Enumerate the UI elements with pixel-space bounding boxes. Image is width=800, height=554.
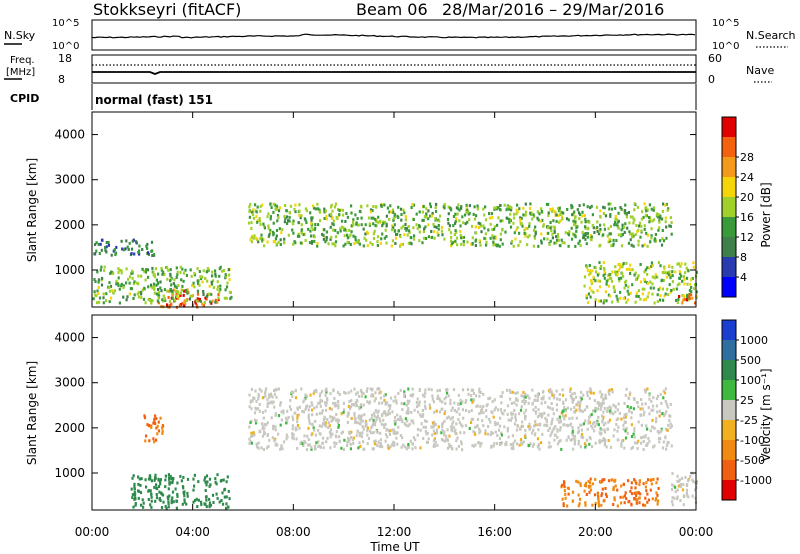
colorbar-swatch <box>722 117 736 137</box>
colorbar-swatch <box>722 237 736 257</box>
velocity-colorbar: 1000 500 100 25 -25 -100 -500 -1000 <box>721 319 772 501</box>
velocity-panel: 1000 2000 3000 4000 Slant Range [km] 1000 50… <box>25 314 773 511</box>
velocity-ylabel: Slant Range [km] <box>25 361 39 465</box>
colorbar-swatch <box>722 400 736 420</box>
power-region-3 <box>92 265 233 305</box>
nave-tick-bottom: 0 <box>708 73 715 86</box>
ytick-label: 1000 <box>54 263 85 277</box>
velocity-yticks: 1000 2000 3000 4000 <box>54 331 696 480</box>
colorbar-tick-label: 25 <box>740 394 754 407</box>
power-region-5 <box>678 293 697 305</box>
power-region-0 <box>248 202 673 248</box>
colorbar-tick-label: 24 <box>740 171 754 184</box>
velocity-region-4 <box>670 471 698 507</box>
colorbar-tick-label: 20 <box>740 191 754 204</box>
ytick-label: 4000 <box>54 331 85 345</box>
colorbar-swatch <box>722 157 736 177</box>
ytick-label: 2000 <box>54 218 85 232</box>
velocity-region-3 <box>560 477 660 508</box>
power-region-1 <box>93 238 156 257</box>
colorbar-swatch <box>722 177 736 197</box>
velocity-region-2 <box>143 414 165 444</box>
freq-panel: Freq. [MHz] 18 8 60 0 Nave <box>4 52 774 86</box>
noise-tick-bottom-left: 10^0 <box>52 41 79 52</box>
cpid-label: CPID <box>10 92 39 105</box>
x-axis-label: Time UT <box>369 540 420 554</box>
colorbar-tick-label: -500 <box>740 454 765 467</box>
freq-label-2: [MHz] <box>6 67 35 78</box>
colorbar-tick-label: 8 <box>740 251 747 264</box>
velocity-colorbar-label: Velocity [m s⁻¹] <box>759 368 773 461</box>
xtick-label: 04:00 <box>175 525 210 539</box>
ytick-label: 2000 <box>54 421 85 435</box>
colorbar-tick-label: -100 <box>740 434 765 447</box>
colorbar-tick-label: 28 <box>740 151 754 164</box>
velocity-region-0 <box>248 387 673 452</box>
colorbar-swatch <box>722 420 736 440</box>
colorbar-tick-label: 4 <box>740 271 747 284</box>
station-title: Stokkseyri (fitACF) <box>93 0 241 19</box>
power-ylabel: Slant Range [km] <box>25 158 39 262</box>
colorbar-swatch <box>722 360 736 380</box>
colorbar-tick-label: -25 <box>740 414 758 427</box>
xtick-label: 00:00 <box>75 525 110 539</box>
colorbar-swatch <box>722 480 736 500</box>
power-region-4 <box>583 261 698 305</box>
noise-tick-top-right: 10^5 <box>712 18 739 29</box>
colorbar-tick-label: 500 <box>740 354 761 367</box>
noise-left-label: N.Sky <box>4 29 36 42</box>
colorbar-swatch <box>722 197 736 217</box>
beam-label: Beam 06 <box>356 0 428 19</box>
power-data <box>92 202 698 309</box>
xtick-label: 00:00 <box>679 525 714 539</box>
velocity-region-1 <box>130 473 231 510</box>
date-range: 28/Mar/2016 – 29/Mar/2016 <box>442 0 664 19</box>
power-colorbar: 4 8 12 16 20 24 28 <box>721 116 754 298</box>
colorbar-swatch <box>722 440 736 460</box>
colorbar-swatch <box>722 460 736 480</box>
colorbar-swatch <box>722 257 736 277</box>
colorbar-tick-label: 1000 <box>740 334 768 347</box>
xtick-label: 12:00 <box>377 525 412 539</box>
freq-label-1: Freq. <box>10 55 35 66</box>
ytick-label: 4000 <box>54 128 85 142</box>
ytick-label: 1000 <box>54 466 85 480</box>
freq-trace <box>92 71 696 75</box>
colorbar-swatch <box>722 320 736 340</box>
power-panel: 1000 2000 3000 4000 Slant Range [km] 4 8 12 16… <box>25 111 773 309</box>
freq-tick-bottom: 8 <box>58 73 65 86</box>
colorbar-swatch <box>722 380 736 400</box>
cpid-panel: CPID normal (fast) 151 <box>10 84 697 110</box>
cpid-value: normal (fast) 151 <box>95 93 213 107</box>
colorbar-swatch <box>722 340 736 360</box>
power-colorbar-label: Power [dB] <box>759 182 773 247</box>
ytick-label: 3000 <box>54 173 85 187</box>
xtick-label: 20:00 <box>578 525 613 539</box>
noise-panel: N.Sky 10^5 10^0 10^5 10^0 N.Search <box>4 18 796 52</box>
velocity-data <box>130 387 698 510</box>
nave-tick-top: 60 <box>708 52 722 65</box>
xtick-label: 16:00 <box>477 525 512 539</box>
colorbar-tick-label: 16 <box>740 211 754 224</box>
xtick-label: 08:00 <box>276 525 311 539</box>
noise-right-label: N.Search <box>746 29 796 42</box>
ytick-label: 3000 <box>54 376 85 390</box>
x-axis: 00:00 04:00 08:00 12:00 16:00 20:00 00:00 <box>75 112 714 539</box>
colorbar-swatch <box>722 137 736 157</box>
freq-tick-top: 18 <box>58 52 72 65</box>
noise-tick-bottom-right: 10^0 <box>712 41 739 52</box>
colorbar-swatch <box>722 277 736 297</box>
colorbar-swatch <box>722 217 736 237</box>
power-yticks: 1000 2000 3000 4000 <box>54 128 696 277</box>
colorbar-tick-label: 100 <box>740 374 761 387</box>
noise-tick-top-left: 10^5 <box>52 18 79 29</box>
noise-trace <box>91 33 696 39</box>
colorbar-tick-label: -1000 <box>740 474 772 487</box>
colorbar-tick-label: 12 <box>740 231 754 244</box>
nave-label: Nave <box>746 64 774 77</box>
